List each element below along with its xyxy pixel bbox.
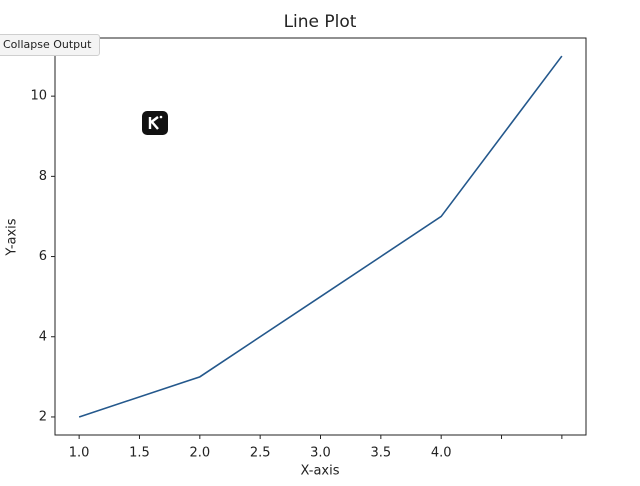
y-tick-label: 10 [30,89,47,104]
y-tick-label: 6 [39,249,47,264]
logo-icon [142,111,168,135]
x-tick-label: 1.5 [129,446,150,461]
x-tick-label: 3.0 [310,446,331,461]
y-axis-label: Y-axis [5,218,20,256]
x-axis-label: X-axis [301,464,340,479]
y-tick-label: 4 [39,329,47,344]
y-tick-label: 8 [39,169,47,184]
x-tick-label: 1.0 [69,446,90,461]
x-tick-label: 2.5 [250,446,271,461]
collapse-output-button[interactable]: Collapse Output [0,34,101,56]
y-tick-label: 2 [39,409,47,424]
logo-glyph [148,115,163,130]
x-tick-label: 3.5 [370,446,391,461]
x-tick-label: 2.0 [189,446,210,461]
x-tick-label: 4.0 [431,446,452,461]
plot-area [54,37,587,436]
chart-title: Line Plot [284,12,357,32]
data-line [78,55,563,418]
